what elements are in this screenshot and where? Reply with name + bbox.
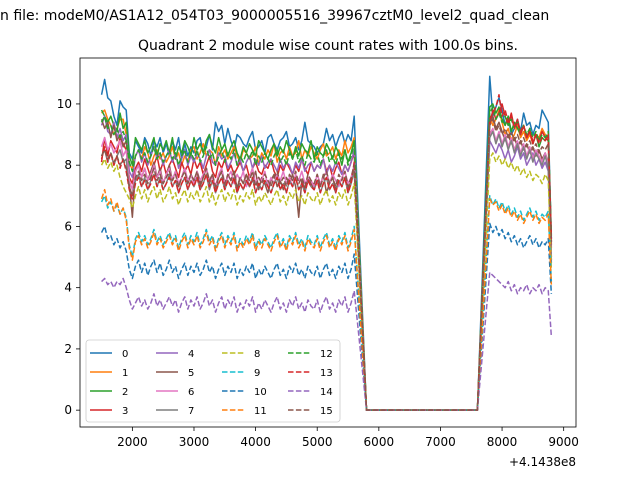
y-tick-label: 10 [57,97,72,111]
legend-label: 5 [188,368,194,379]
series-line-11 [100,188,553,411]
y-tick-label: 4 [64,281,72,295]
legend-label: 13 [320,368,333,379]
y-tick-label: 6 [64,219,72,233]
series-line-15 [100,118,553,411]
series-line-13 [100,94,553,411]
y-tick-label: 0 [64,403,72,417]
legend-label: 11 [254,406,267,417]
y-axis: 0 2 4 6 8 10 [57,97,80,417]
x-tick-label: 4000 [240,435,271,449]
legend-label: 10 [254,387,267,398]
legend-label: 9 [254,368,260,379]
legend-label: 7 [188,406,194,417]
legend-label: 4 [188,349,194,360]
x-offset-label: +4.1438e8 [509,455,576,469]
series-line-10 [100,222,553,411]
legend-label: 3 [122,406,128,417]
x-tick-label: 3000 [179,435,210,449]
chart-title: Quadrant 2 module wise count rates with … [138,38,518,54]
series-line-14 [101,271,553,411]
y-tick-label: 2 [64,342,72,356]
x-tick-label: 6000 [364,435,395,449]
figure-suptitle: n file: modeM0/AS1A12_054T03_9000005516_… [0,8,549,24]
y-tick-label: 8 [64,158,72,172]
axes-frame [79,57,577,428]
legend-box [85,339,341,423]
x-axis: 2000 3000 4000 5000 6000 7000 8000 9000 [117,427,579,449]
x-tick-label: 9000 [548,435,579,449]
legend-label: 2 [122,387,128,398]
x-tick-label: 2000 [117,435,148,449]
legend-label: 1 [122,368,128,379]
x-tick-label: 7000 [425,435,456,449]
series-line-2 [100,103,553,411]
series-line-7 [100,130,553,411]
legend-label: 14 [320,387,333,398]
legend-label: 12 [320,349,333,360]
series-line-8 [100,152,553,411]
x-tick-label: 8000 [487,435,518,449]
legend-label: 8 [254,349,260,360]
legend-label: 0 [122,349,128,360]
series-line-12 [100,106,553,411]
legend-label: 6 [188,387,194,398]
legend-label: 15 [320,406,333,417]
plot-area [100,75,553,411]
x-tick-label: 5000 [302,435,333,449]
